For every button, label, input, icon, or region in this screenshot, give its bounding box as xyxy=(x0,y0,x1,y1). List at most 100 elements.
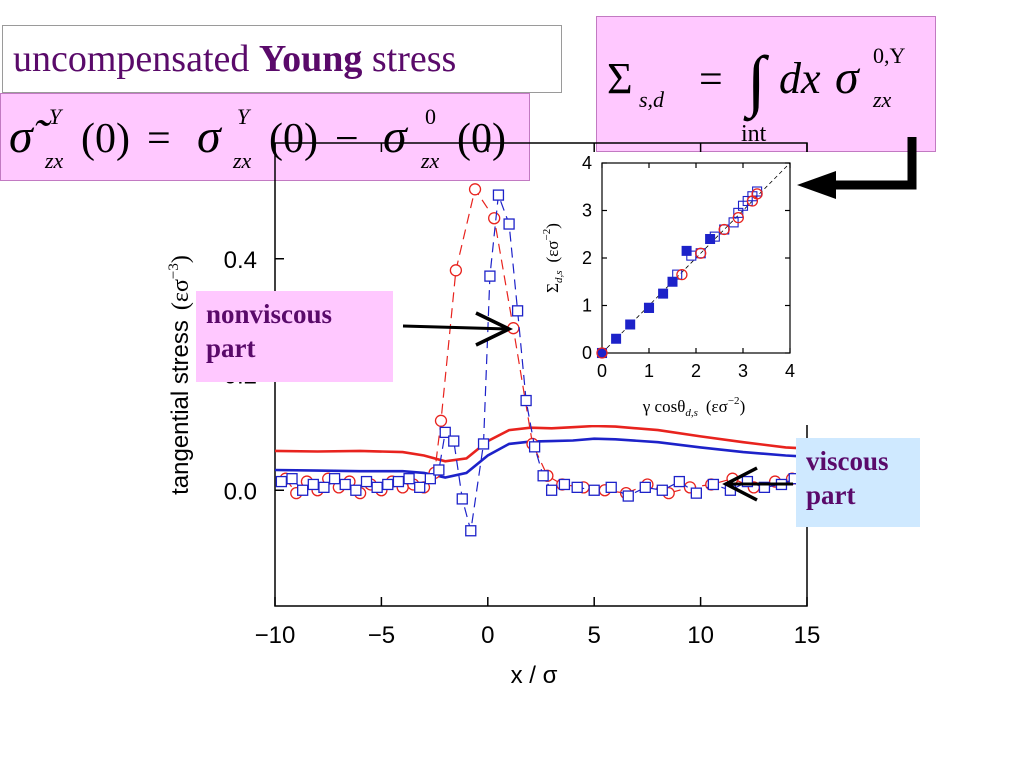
inset-x-tick-label: 3 xyxy=(738,361,748,381)
main-x-tick-label: −5 xyxy=(368,622,395,649)
main-data-point xyxy=(758,481,771,494)
main-y-label-exp: −3 xyxy=(166,263,182,279)
main-data-point xyxy=(639,481,651,494)
inset-data-point xyxy=(709,231,720,242)
inset-data-point xyxy=(611,333,622,344)
inset-y-label-text: Σ xyxy=(543,283,562,293)
main-data-point xyxy=(656,484,668,496)
inset-x-label-close: ) xyxy=(740,397,746,416)
eq-lhs-sup: Y xyxy=(49,104,64,129)
main-data-point xyxy=(477,438,490,450)
main-x-tick-label: 10 xyxy=(687,622,714,649)
eq-sym-2: σ xyxy=(383,110,409,163)
main-data-point xyxy=(537,470,549,482)
int-equals: = xyxy=(699,57,723,103)
main-x-tick-label: −10 xyxy=(255,622,296,649)
inset-data-point xyxy=(676,268,688,281)
inset-data-point xyxy=(718,223,730,236)
main-x-tick-label: 15 xyxy=(794,622,821,649)
main-y-tick-label: 0.4 xyxy=(224,247,257,274)
main-data-point xyxy=(558,478,571,491)
inset-y-label-sub: d,s xyxy=(553,270,565,283)
eq-sym-1: σ xyxy=(197,110,223,163)
main-data-point xyxy=(465,525,477,537)
inset-data-point xyxy=(643,302,655,313)
eq-lhs-sub: zx xyxy=(44,148,64,173)
inset-x-tick-label: 0 xyxy=(597,361,607,381)
main-y-label-unit: (εσ xyxy=(168,279,194,310)
inset-data-point xyxy=(672,269,683,280)
inset-series xyxy=(596,162,791,359)
main-y-label-text: tangential stress xyxy=(167,320,194,495)
equation-main: σ̃ Y zx (0) = σ Y zx (0) − σ 0 zx (0) xyxy=(0,93,530,181)
inset-background xyxy=(542,152,812,425)
main-data-point xyxy=(360,475,373,488)
eq-equals: = xyxy=(147,116,171,162)
main-data-point xyxy=(439,426,451,439)
inset-ticks: 0 1 2 3 4 0 1 2 3 4 xyxy=(582,153,795,381)
main-data-point xyxy=(503,218,515,230)
viscous-label-line2: part xyxy=(806,480,856,510)
main-data-point xyxy=(707,478,720,491)
title-part-2: Young xyxy=(258,38,363,80)
viscous-label-line1: viscous xyxy=(806,446,889,476)
inset-y-tick-label: 1 xyxy=(582,296,592,316)
int-sigma: Σ xyxy=(607,54,633,103)
inset-data-point xyxy=(695,247,707,259)
inset-data-point xyxy=(658,288,669,299)
eq-sub-2: zx xyxy=(420,148,440,173)
main-data-point xyxy=(484,270,496,282)
main-data-point xyxy=(528,441,541,453)
inset-data-point xyxy=(625,319,636,330)
inset-y-label-unit: (εσ xyxy=(543,240,562,262)
inset-data-point xyxy=(732,211,744,224)
equation-integral: Σ s,d = ∫ dx σ 0,Y zx int xyxy=(596,16,936,152)
main-data-point xyxy=(545,484,558,496)
main-data-point xyxy=(588,484,600,496)
main-data-point xyxy=(456,493,468,505)
main-data-point xyxy=(520,394,532,407)
equation-main-svg: σ̃ Y zx (0) = σ Y zx (0) − σ 0 zx (0) xyxy=(9,104,506,173)
main-data-point xyxy=(433,464,445,476)
inset-data-point xyxy=(596,347,608,359)
svg-text:Σd,s(εσ−2): Σd,s (εσ−2) xyxy=(541,223,565,293)
main-x-tick-label: 0 xyxy=(481,622,494,649)
inset-x-label-unit: (εσ xyxy=(706,397,728,416)
inset-x-tick-label: 1 xyxy=(644,361,654,381)
main-x-tick-label: 5 xyxy=(588,622,601,649)
inset-x-axis-label: γ cosθd,s (εσ−2) xyxy=(642,395,745,419)
inset-x-label-exp: −2 xyxy=(728,395,740,407)
nonviscous-label-box: nonviscous part xyxy=(196,291,393,382)
main-series-line-0 xyxy=(274,424,808,463)
inset-x-tick-label: 2 xyxy=(691,361,701,381)
eq-arg-2: (0) xyxy=(457,116,506,162)
main-y-axis-label: tangential stress (εσ−3) xyxy=(166,255,194,495)
main-data-point xyxy=(286,473,298,485)
main-data-point xyxy=(328,473,341,485)
main-series-line-3 xyxy=(281,194,795,531)
main-data-point xyxy=(403,473,415,485)
main-data-point xyxy=(424,473,436,485)
main-data-point xyxy=(434,414,448,427)
main-data-point xyxy=(339,478,351,491)
slide-title: uncompensated Young stress xyxy=(2,25,562,93)
main-data-point xyxy=(690,487,702,499)
int-dx: dx xyxy=(779,54,821,103)
main-y-tick-label: 0.0 xyxy=(224,478,257,505)
int-subzx: zx xyxy=(872,87,892,112)
int-integral-sign: ∫ xyxy=(743,42,770,122)
inset-y-label-exp: −2 xyxy=(541,229,553,241)
inset-y-tick-label: 2 xyxy=(582,248,592,268)
inset-y-tick-label: 0 xyxy=(582,343,592,363)
eq-minus: − xyxy=(335,116,359,162)
main-data-point xyxy=(492,189,505,201)
inset-y-tick-label: 4 xyxy=(582,153,592,173)
svg-text:tangential stress(εσ−3): tangential stress (εσ−3) xyxy=(166,255,194,495)
inset-y-tick-label: 3 xyxy=(582,201,592,221)
eq-sub-1: zx xyxy=(232,148,252,173)
inset-x-label-text: γ cosθ xyxy=(642,397,686,416)
main-data-point xyxy=(350,484,362,496)
main-data-point xyxy=(468,183,482,196)
